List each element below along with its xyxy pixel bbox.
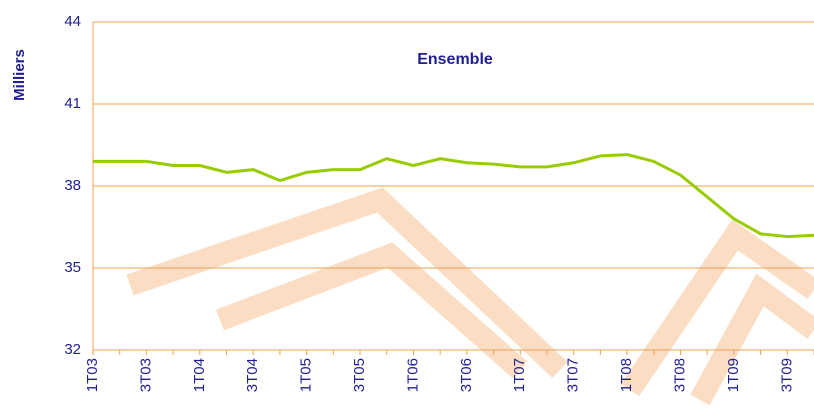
x-tick-label: 1T08	[618, 358, 635, 392]
x-tick-label: 3T09	[778, 358, 795, 392]
x-tick-label: 1T09	[725, 358, 742, 392]
y-tick-label: 41	[64, 95, 81, 112]
y-tick-label: 44	[64, 13, 81, 30]
x-tick-label: 1T05	[298, 358, 315, 392]
x-tick-label: 1T06	[404, 358, 421, 392]
y-tick-label: 32	[64, 341, 81, 358]
x-tick-label: 3T05	[351, 358, 368, 392]
x-tick-label: 1T03	[84, 358, 101, 392]
watermark	[126, 187, 814, 406]
x-tick-label: 3T07	[565, 358, 582, 392]
x-tick-label: 1T07	[511, 358, 528, 392]
x-tick-label: 3T08	[671, 358, 688, 392]
data-line	[93, 153, 814, 239]
x-tick-label: 3T04	[244, 358, 261, 392]
y-axis-label: Milliers	[11, 49, 28, 101]
chart-title: Ensemble	[417, 51, 493, 68]
y-tick-label: 35	[64, 259, 81, 276]
x-tick-label: 3T03	[137, 358, 154, 392]
y-tick-label: 38	[64, 177, 81, 194]
x-tick-label: 3T06	[458, 358, 475, 392]
x-tick-label: 1T04	[191, 358, 208, 392]
